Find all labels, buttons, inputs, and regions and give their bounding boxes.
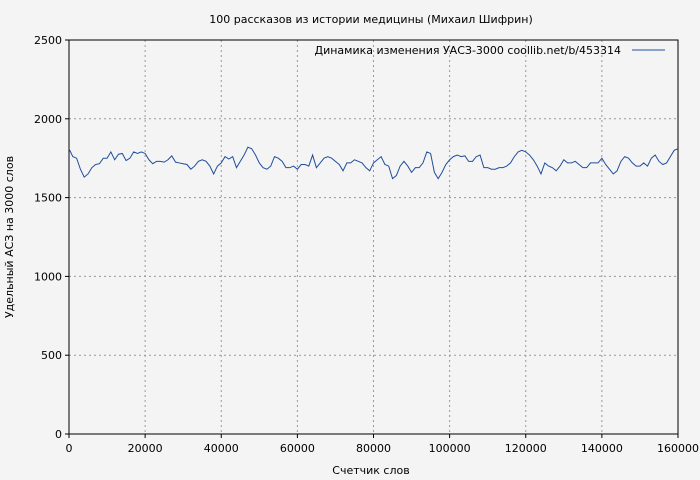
x-tick-label: 40000 [204,442,239,455]
y-tick-label: 1500 [34,192,62,205]
grid [69,40,678,434]
axes: 0 500 1000 1500 2000 2500 0 20000 40000 60000 8000… [34,34,699,455]
x-tick-label: 20000 [128,442,163,455]
series-line [68,146,679,180]
x-tick-label: 80000 [356,442,391,455]
series-group [68,146,679,180]
y-tick-label: 500 [41,349,62,362]
x-tick-label: 0 [66,442,73,455]
x-tick-label: 160000 [657,442,699,455]
x-tick-label: 120000 [505,442,547,455]
y-tick-label: 0 [55,428,62,441]
x-tick-label: 100000 [429,442,471,455]
x-tick-label: 140000 [581,442,623,455]
x-axis-label: Счетчик слов [332,464,409,477]
legend-label: Динамика изменения УАСЗ-3000 coollib.net… [315,44,622,57]
chart-title: 100 рассказов из истории медицины (Михаи… [209,13,532,26]
y-tick-label: 1000 [34,270,62,283]
y-axis-label: Удельный АСЗ на 3000 слов [3,156,16,318]
y-tick-label: 2000 [34,113,62,126]
x-tick-label: 60000 [280,442,315,455]
y-tick-label: 2500 [34,34,62,47]
legend: Динамика изменения УАСЗ-3000 coollib.net… [315,44,665,57]
